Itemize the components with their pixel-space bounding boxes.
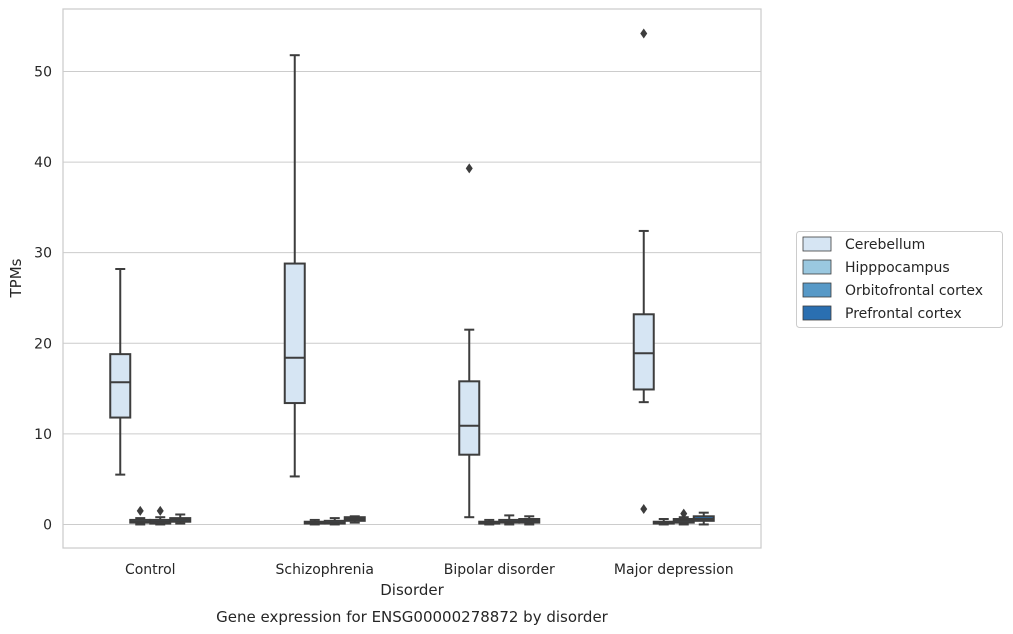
y-axis-label: TPMs <box>7 258 25 298</box>
y-tick-label: 50 <box>34 65 52 81</box>
legend-label: Orbitofrontal cortex <box>845 283 983 299</box>
gridlines <box>63 71 761 525</box>
y-tick-label: 20 <box>34 336 52 352</box>
x-axis-ticks: Control Schizophrenia Bipolar disorder Majo… <box>125 562 734 578</box>
box <box>458 380 481 456</box>
legend: Cerebellum Hipppocampus Orbitofrontal cort… <box>796 231 1003 328</box>
box-group <box>478 518 501 526</box>
legend-swatch <box>802 259 832 275</box>
box-group <box>672 508 695 526</box>
outlier-point <box>680 508 688 519</box>
box-group <box>109 267 132 476</box>
legend-label: Cerebellum <box>845 237 925 253</box>
outlier-point <box>640 504 648 515</box>
y-axis-ticks: 0 10 20 30 40 50 <box>34 65 52 534</box>
legend-label: Prefrontal cortex <box>845 306 962 322</box>
outlier-point <box>465 163 473 174</box>
chart-title: Gene expression for ENSG00000278872 by d… <box>216 608 609 626</box>
outlier-point <box>156 505 164 516</box>
outlier-point <box>640 28 648 39</box>
box-group <box>458 163 481 519</box>
box <box>632 313 655 391</box>
box-group <box>169 513 192 525</box>
legend-label: Hipppocampus <box>845 260 950 276</box>
y-tick-label: 30 <box>34 246 52 262</box>
plot-boxes <box>109 28 715 526</box>
y-tick-label: 40 <box>34 155 52 171</box>
box <box>283 262 306 405</box>
box-group <box>632 28 655 515</box>
x-tick-label: Bipolar disorder <box>444 562 555 578</box>
box-group <box>149 505 172 526</box>
x-tick-label: Major depression <box>614 562 734 578</box>
box-group <box>652 518 675 526</box>
box-group <box>323 517 346 526</box>
box-group <box>343 515 366 524</box>
x-axis-label: Disorder <box>380 581 444 599</box>
box-group <box>283 54 306 478</box>
y-tick-label: 0 <box>43 517 52 533</box>
box-group <box>692 511 715 526</box>
box-group <box>303 518 326 526</box>
plot-frame <box>62 8 762 549</box>
box-group <box>518 515 541 526</box>
legend-swatch <box>802 305 832 321</box>
legend-swatch <box>802 282 832 298</box>
legend-swatch <box>802 236 832 252</box>
y-tick-label: 10 <box>34 427 52 443</box>
legend-frame <box>796 231 1003 328</box>
x-tick-label: Control <box>125 562 176 578</box>
box-group <box>498 514 521 526</box>
x-tick-label: Schizophrenia <box>276 562 374 578</box>
outlier-point <box>136 505 144 516</box>
box <box>109 353 132 419</box>
box-group <box>129 505 152 526</box>
